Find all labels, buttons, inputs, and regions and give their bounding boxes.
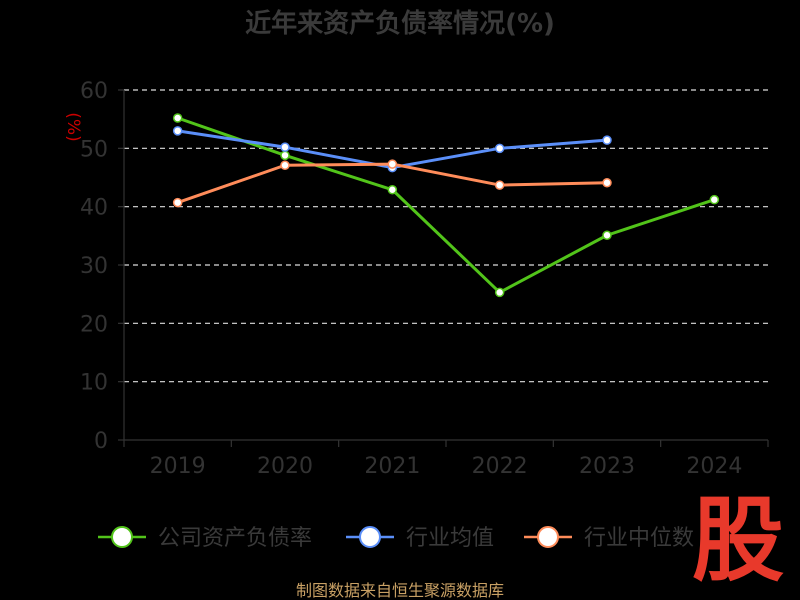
x-tick-label: 2019 (150, 454, 206, 479)
data-source-note: 制图数据来自恒生聚源数据库 (296, 581, 504, 600)
series-lines (172, 113, 720, 298)
legend-marker (537, 526, 559, 548)
data-point[interactable] (280, 142, 290, 152)
data-point[interactable] (602, 135, 612, 145)
data-point[interactable] (172, 126, 183, 136)
y-tick-label: 40 (80, 196, 108, 221)
y-tick-label: 10 (80, 371, 108, 396)
data-point[interactable] (494, 180, 505, 190)
legend[interactable]: 公司资产负债率 行业均值 行业中位数 (98, 526, 694, 551)
legend-item[interactable]: 公司资产负债率 (98, 526, 312, 551)
x-tick-label: 2023 (579, 454, 635, 479)
legend-label: 行业中位数 (584, 526, 694, 551)
data-point[interactable] (387, 185, 398, 195)
legend-item[interactable]: 行业均值 (346, 526, 494, 551)
x-tick-label: 2020 (257, 454, 313, 479)
chart-title: 近年来资产负债率情况(%) (245, 8, 555, 39)
data-point[interactable] (280, 160, 290, 170)
y-tick-label: 0 (94, 429, 108, 454)
watermark-logo: 股 (692, 486, 784, 594)
data-point[interactable] (494, 287, 505, 298)
y-tick-label: 20 (80, 312, 108, 337)
y-axis-label: (%) (63, 112, 83, 141)
x-tick-label: 2024 (686, 454, 742, 479)
legend-marker (111, 526, 133, 548)
y-tick-label: 50 (80, 137, 108, 162)
x-tick-label: 2021 (364, 454, 420, 479)
data-point[interactable] (709, 194, 720, 205)
data-point[interactable] (172, 113, 183, 123)
series-line (177, 116, 715, 294)
series-2 (172, 159, 612, 208)
data-point[interactable] (280, 150, 290, 161)
data-point[interactable] (602, 230, 612, 240)
data-point[interactable] (387, 159, 398, 169)
legend-item[interactable]: 行业中位数 (524, 526, 694, 551)
x-tick-label: 2022 (472, 454, 528, 479)
axes: 0 10 20 30 40 50 60 2019 2020 2021 2022 2023 2024 (80, 79, 769, 479)
series-0 (172, 113, 720, 298)
data-point[interactable] (172, 197, 183, 208)
y-tick-label: 30 (80, 254, 108, 279)
data-point[interactable] (494, 143, 505, 154)
y-tick-label: 60 (80, 79, 108, 104)
data-point[interactable] (602, 178, 612, 188)
legend-marker (359, 526, 381, 548)
legend-label: 行业均值 (406, 526, 494, 551)
legend-label: 公司资产负债率 (158, 526, 312, 551)
